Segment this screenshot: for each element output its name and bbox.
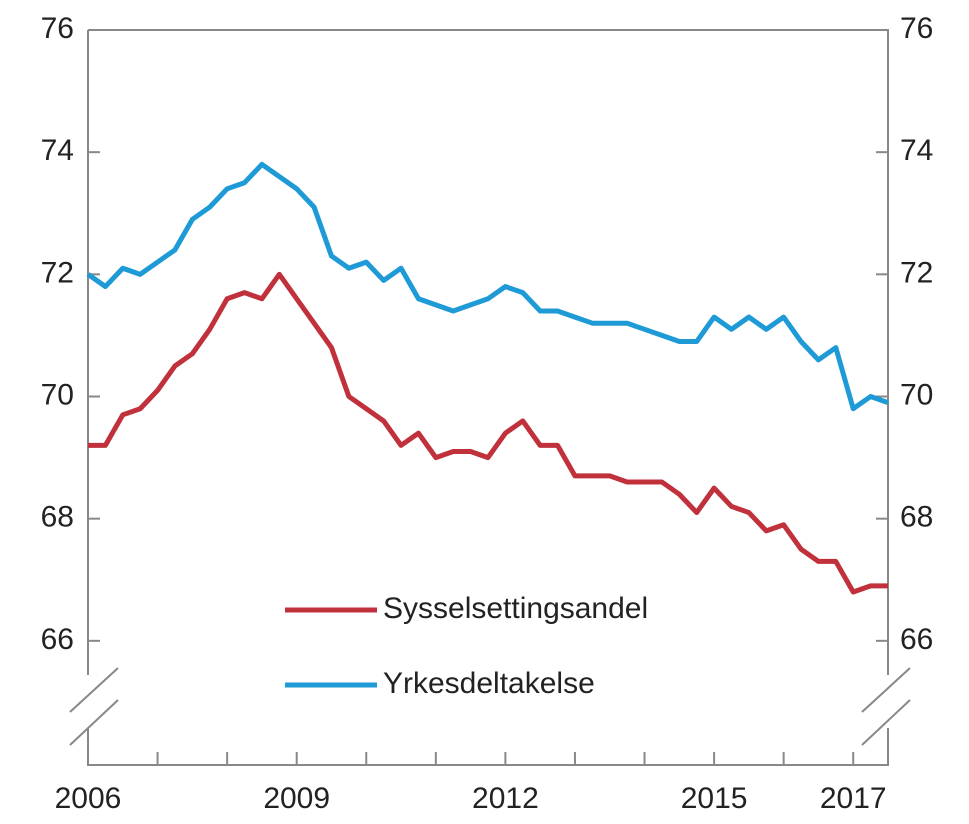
y2-tick-label: 70 [900, 378, 933, 411]
series-line [88, 271, 888, 595]
x-tick-label: 2006 [55, 782, 122, 815]
y-tick-label: 66 [41, 623, 74, 656]
y-tick-label: 72 [41, 256, 74, 289]
y2-tick-label: 76 [900, 12, 933, 45]
series-line [86, 161, 889, 412]
legend-label: Yrkesdeltakelse [383, 667, 595, 700]
x-tick-label: 2017 [820, 782, 887, 815]
axis-break [69, 667, 911, 746]
legend-label: Sysselsettingsandel [383, 592, 648, 625]
x-tick-label: 2015 [681, 782, 748, 815]
y-tick-label: 74 [41, 134, 74, 167]
y-tick-label: 76 [41, 12, 74, 45]
axes [69, 29, 911, 766]
y-tick-label: 70 [41, 378, 74, 411]
x-tick-label: 2009 [263, 782, 330, 815]
y2-tick-label: 68 [900, 501, 933, 534]
y2-tick-label: 74 [900, 134, 933, 167]
y-tick-label: 68 [41, 501, 74, 534]
y2-tick-label: 72 [900, 256, 933, 289]
x-tick-label: 2012 [472, 782, 539, 815]
y2-tick-label: 66 [900, 623, 933, 656]
axis-frame [87, 29, 889, 766]
